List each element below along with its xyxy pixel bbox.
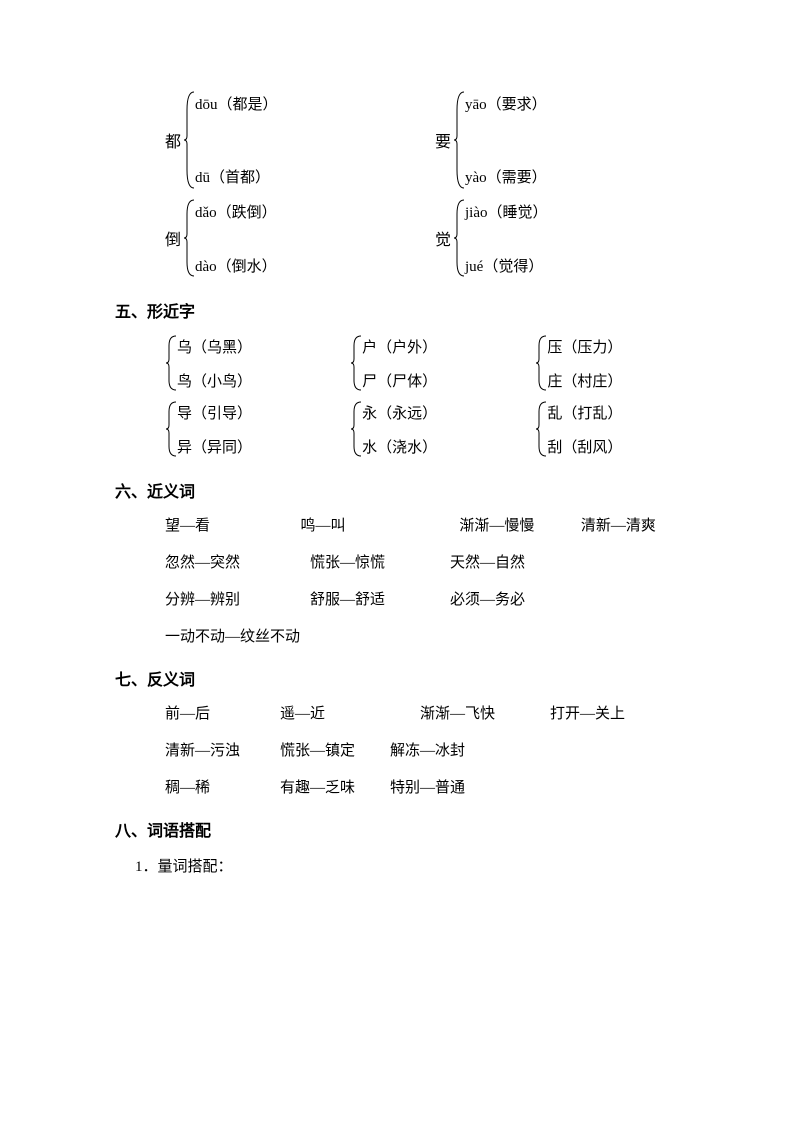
brace-content: 导（引导） 异（异同） [177, 402, 252, 457]
antonym-row: 清新—污浊慌张—镇定解冻—冰封 [165, 739, 693, 760]
brace-content: dǎo（跌倒） dào（倒水） [195, 201, 277, 276]
similar-chars-block: 乌（乌黑） 鸟（小鸟） 户（户外） 尸（尸体） 压（压力） 庄（村庄） 导（引导… [165, 334, 693, 458]
synonym-pair: 一动不动—纹丝不动 [165, 625, 465, 646]
antonyms-block: 前—后遥—近渐渐—飞快打开—关上清新—污浊慌张—镇定解冻—冰封稠—稀有趣—乏味特… [165, 702, 693, 797]
synonym-pair: 必须—务必 [450, 588, 580, 609]
section-7-title: 七、反义词 [115, 666, 693, 690]
antonym-pair: 渐渐—飞快 [420, 702, 550, 723]
similar-entry: 鸟（小鸟） [177, 370, 252, 391]
pinyin-entry: yào（需要） [465, 166, 547, 187]
polyphones-row: 都 dōu（都是） dū（首都） 要 yāo（要求） yào（需要） [165, 90, 693, 190]
polyphones-row: 倒 dǎo（跌倒） dào（倒水） 觉 jiào（睡觉） jué（觉得） [165, 198, 693, 278]
antonym-pair: 遥—近 [280, 702, 420, 723]
similar-entry: 异（异同） [177, 436, 252, 457]
similar-unit: 压（压力） 庄（村庄） [535, 334, 653, 392]
brace-content: yāo（要求） yào（需要） [465, 93, 547, 187]
polyphones-block: 都 dōu（都是） dū（首都） 要 yāo（要求） yào（需要） 倒 dǎo… [165, 90, 693, 278]
brace-content: 乌（乌黑） 鸟（小鸟） [177, 336, 252, 391]
section-5-title: 五、形近字 [115, 298, 693, 322]
antonym-row: 前—后遥—近渐渐—飞快打开—关上 [165, 702, 693, 723]
synonym-pair: 望—看 [165, 514, 301, 535]
brace-content: 乱（打乱） 刮（刮风） [547, 402, 622, 457]
polyphone-char: 都 [165, 128, 181, 152]
section-8-sub1: 1．量词搭配： [135, 855, 693, 876]
synonym-pair: 鸣—叫 [301, 514, 460, 535]
page-content: 都 dōu（都是） dū（首都） 要 yāo（要求） yào（需要） 倒 dǎo… [0, 0, 793, 916]
pinyin-entry: dào（倒水） [195, 255, 277, 276]
similar-entry: 户（户外） [362, 336, 437, 357]
similar-entry: 永（永远） [362, 402, 437, 423]
antonym-pair: 特别—普通 [390, 776, 520, 797]
pinyin-entry: dū（首都） [195, 166, 278, 187]
antonym-pair: 清新—污浊 [165, 739, 280, 760]
synonym-row: 望—看鸣—叫渐渐—慢慢清新—清爽 [165, 514, 693, 535]
synonym-pair: 分辨—辨别 [165, 588, 310, 609]
similar-entry: 压（压力） [547, 336, 622, 357]
synonym-pair: 慌张—惊慌 [310, 551, 450, 572]
synonym-row: 分辨—辨别舒服—舒适必须—务必 [165, 588, 693, 609]
brace-content: 压（压力） 庄（村庄） [547, 336, 622, 391]
synonym-pair: 天然—自然 [450, 551, 580, 572]
similar-entry: 导（引导） [177, 402, 252, 423]
brace-content: 户（户外） 尸（尸体） [362, 336, 437, 391]
section-6-title: 六、近义词 [115, 478, 693, 502]
polyphone-char: 觉 [435, 226, 451, 250]
similar-unit: 乌（乌黑） 鸟（小鸟） [165, 334, 310, 392]
brace-content: dōu（都是） dū（首都） [195, 93, 278, 187]
similar-unit: 导（引导） 异（异同） [165, 400, 310, 458]
synonyms-block: 望—看鸣—叫渐渐—慢慢清新—清爽忽然—突然慌张—惊慌天然—自然分辨—辨别舒服—舒… [165, 514, 693, 646]
similar-entry: 庄（村庄） [547, 370, 622, 391]
similar-entry: 乌（乌黑） [177, 336, 252, 357]
synonym-pair: 清新—清爽 [581, 514, 693, 535]
polyphone-unit: 都 dōu（都是） dū（首都） [165, 90, 395, 190]
similar-entry: 乱（打乱） [547, 402, 622, 423]
similar-unit: 永（永远） 水（浇水） [350, 400, 495, 458]
antonym-pair: 打开—关上 [550, 702, 670, 723]
synonym-pair: 忽然—突然 [165, 551, 310, 572]
similar-row: 乌（乌黑） 鸟（小鸟） 户（户外） 尸（尸体） 压（压力） 庄（村庄） [165, 334, 693, 392]
brace-content: jiào（睡觉） jué（觉得） [465, 201, 548, 276]
polyphone-char: 要 [435, 128, 451, 152]
antonym-pair: 前—后 [165, 702, 280, 723]
antonym-pair: 解冻—冰封 [390, 739, 520, 760]
brace-content: 永（永远） 水（浇水） [362, 402, 437, 457]
antonym-pair: 有趣—乏味 [280, 776, 390, 797]
pinyin-entry: jiào（睡觉） [465, 201, 548, 222]
section-8-title: 八、词语搭配 [115, 817, 693, 841]
synonym-pair: 渐渐—慢慢 [459, 514, 580, 535]
synonym-row: 忽然—突然慌张—惊慌天然—自然 [165, 551, 693, 572]
polyphone-unit: 要 yāo（要求） yào（需要） [435, 90, 635, 190]
similar-entry: 刮（刮风） [547, 436, 622, 457]
pinyin-entry: jué（觉得） [465, 255, 548, 276]
antonym-row: 稠—稀有趣—乏味特别—普通 [165, 776, 693, 797]
pinyin-entry: dǎo（跌倒） [195, 201, 277, 222]
synonym-pair: 舒服—舒适 [310, 588, 450, 609]
antonym-pair: 稠—稀 [165, 776, 280, 797]
synonym-row: 一动不动—纹丝不动 [165, 625, 693, 646]
similar-unit: 乱（打乱） 刮（刮风） [535, 400, 653, 458]
polyphone-unit: 倒 dǎo（跌倒） dào（倒水） [165, 198, 395, 278]
similar-entry: 尸（尸体） [362, 370, 437, 391]
pinyin-entry: yāo（要求） [465, 93, 547, 114]
similar-unit: 户（户外） 尸（尸体） [350, 334, 495, 392]
polyphone-char: 倒 [165, 226, 181, 250]
antonym-pair: 慌张—镇定 [280, 739, 390, 760]
polyphone-unit: 觉 jiào（睡觉） jué（觉得） [435, 198, 635, 278]
similar-entry: 水（浇水） [362, 436, 437, 457]
similar-row: 导（引导） 异（异同） 永（永远） 水（浇水） 乱（打乱） 刮（刮风） [165, 400, 693, 458]
pinyin-entry: dōu（都是） [195, 93, 278, 114]
